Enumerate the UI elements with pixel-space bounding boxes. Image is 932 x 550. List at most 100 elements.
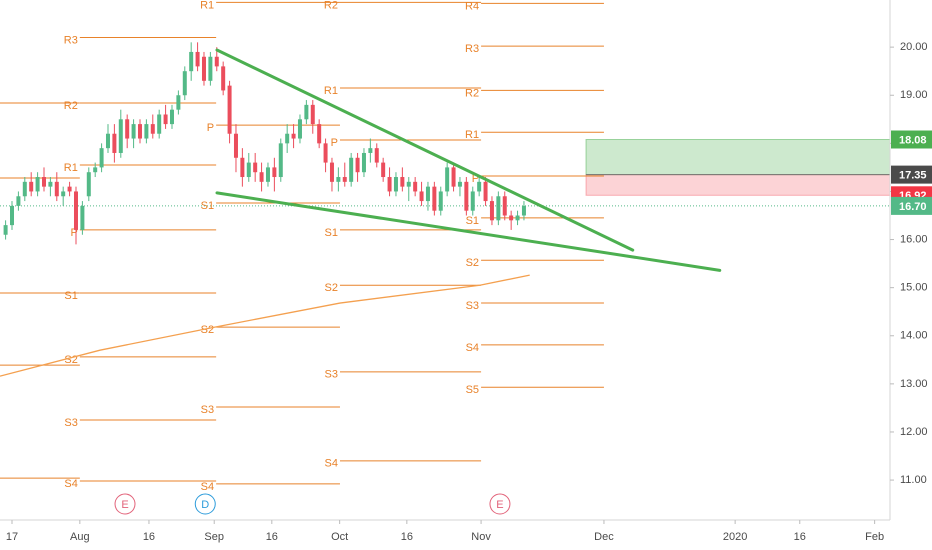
x-tick-label: 17 xyxy=(6,531,18,543)
pivot-label: S1 xyxy=(466,215,479,227)
candle-body xyxy=(35,177,40,192)
candle-body xyxy=(80,205,85,230)
x-tick-label: 2020 xyxy=(723,531,747,543)
candle-body xyxy=(265,167,270,182)
pivot-label: R1 xyxy=(465,129,479,141)
candle-body xyxy=(182,71,187,96)
candle-body xyxy=(67,186,72,192)
pivot-label: R2 xyxy=(64,100,78,112)
candle-body xyxy=(195,51,200,67)
pivot-label: S3 xyxy=(64,417,77,429)
pivot-label: P xyxy=(207,122,214,134)
candle-body xyxy=(253,162,258,173)
candle-body xyxy=(342,177,347,182)
candle-body xyxy=(16,196,21,206)
candle-body xyxy=(86,172,91,197)
candle-body xyxy=(41,177,46,187)
trendline xyxy=(215,48,635,252)
candle-body xyxy=(400,177,405,187)
candle-body xyxy=(3,225,8,235)
candle-body xyxy=(246,162,251,178)
candle-body xyxy=(323,143,328,163)
candle-body xyxy=(425,186,430,202)
candle-body xyxy=(131,124,136,139)
candle-body xyxy=(278,143,283,178)
pivot-label: S4 xyxy=(466,342,479,354)
price-tag-label: 17.35 xyxy=(899,170,927,182)
candle-body xyxy=(457,181,462,187)
event-marker xyxy=(489,493,511,515)
pivot-label: P xyxy=(70,227,77,239)
candle-body xyxy=(470,191,475,211)
plot-area: R3 R2 R1 P S1 S2 S3 S4 R1 P S1 S2 S3 S4 R2 R1 P S1 S2 S3 S4 R… xyxy=(0,0,890,493)
candle-body xyxy=(477,181,482,192)
candle-body xyxy=(208,56,213,81)
pivot-label: R3 xyxy=(64,34,78,46)
candle-body xyxy=(387,177,392,192)
candle-body xyxy=(291,133,296,139)
x-tick-label: Sep xyxy=(204,531,224,543)
candle-body xyxy=(176,95,181,110)
y-tick-label: 19.00 xyxy=(900,89,928,101)
candle-body xyxy=(361,152,366,173)
pivot-label: S3 xyxy=(466,300,479,312)
pivot-label: S1 xyxy=(64,290,77,302)
candle-body xyxy=(451,167,456,187)
candle-body xyxy=(157,114,162,134)
candle-body xyxy=(374,148,379,163)
pivot-label: R4 xyxy=(465,0,479,12)
candle-body xyxy=(329,162,334,182)
candle-body xyxy=(304,104,309,120)
event-marker xyxy=(194,493,216,515)
candle-body xyxy=(509,215,514,221)
pivot-label: R1 xyxy=(200,0,214,11)
candle-body xyxy=(521,205,526,216)
candle-body xyxy=(432,186,437,211)
candle-body xyxy=(201,56,206,81)
candle-body xyxy=(502,196,507,216)
candle-body xyxy=(150,124,155,134)
candle-body xyxy=(118,119,123,153)
candle-body xyxy=(221,66,226,91)
x-tick-label: 16 xyxy=(794,531,806,543)
candle-body xyxy=(259,172,264,182)
candle-body xyxy=(393,177,398,192)
pivot-label: S1 xyxy=(201,200,214,212)
candle-body xyxy=(406,181,411,187)
pivot-label: P xyxy=(472,173,479,185)
candle-body xyxy=(93,167,98,173)
x-tick-label: Dec xyxy=(594,531,614,543)
price-tag-label: 18.08 xyxy=(899,134,927,146)
candle-body xyxy=(73,191,78,230)
candle-body xyxy=(445,167,450,192)
candle-body xyxy=(438,191,443,211)
candle-body xyxy=(336,177,341,182)
candle-body xyxy=(99,148,104,168)
moving-average xyxy=(0,274,530,377)
pivot-label: R2 xyxy=(324,0,338,11)
y-tick-label: 12.00 xyxy=(900,426,928,438)
price-tag xyxy=(891,130,932,149)
candle-body xyxy=(285,133,290,144)
y-tick-label: 16.00 xyxy=(900,233,928,245)
event-label: D xyxy=(201,499,209,511)
pivot-label: R3 xyxy=(465,43,479,55)
trendline xyxy=(215,191,722,272)
candle-body xyxy=(169,109,174,125)
y-tick-label: 13.00 xyxy=(900,378,928,390)
y-tick-label: 11.00 xyxy=(900,474,927,486)
pivot-label: S3 xyxy=(325,369,338,381)
candle-body xyxy=(48,181,53,187)
candle-body xyxy=(144,124,149,139)
candle-body xyxy=(227,85,232,134)
price-tag xyxy=(891,165,932,184)
x-tick-label: Oct xyxy=(331,531,348,543)
pivot-label: S4 xyxy=(325,458,338,470)
y-tick-label: 14.00 xyxy=(900,330,928,342)
price-tag xyxy=(891,196,932,215)
pivot-label: S4 xyxy=(201,481,214,493)
y-tick-label: 20.00 xyxy=(900,41,928,53)
pivot-label: S3 xyxy=(201,404,214,416)
candle-body xyxy=(105,133,110,149)
